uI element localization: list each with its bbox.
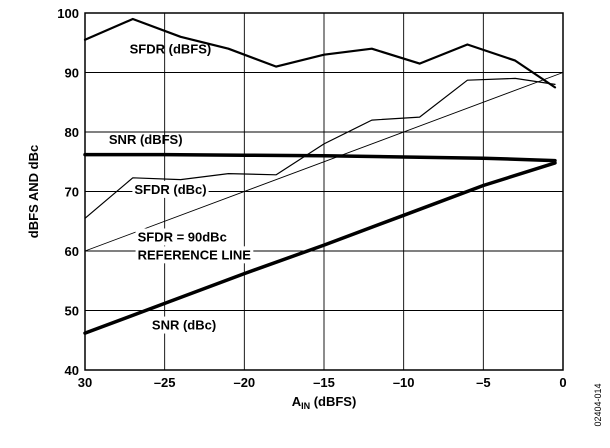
series-line-0 [83,17,557,89]
series-line-4 [84,72,564,252]
snr-dbc-label-bg [149,316,219,334]
sfdr-dbc-label-bg [132,180,209,198]
series-line-1 [84,77,556,219]
x-tick-label: –15 [313,375,335,390]
sfdr-ref-label-line2-bg [135,246,254,264]
y-tick-label: 80 [65,125,79,140]
x-tick-label: 30 [78,375,92,390]
snr-dbc-label: SNR (dBc) [152,318,216,333]
snr-dbfs-label: SNR (dBFS) [109,132,183,147]
x-tick-labels: 30 –25 –20 –15 –10 –5 0 [78,375,567,390]
y-tick-label: 60 [65,244,79,259]
x-axis-title-main: A [292,394,302,409]
figure-id: 02404-014 [593,383,603,426]
x-tick-label: –10 [393,375,415,390]
series-line-2 [83,152,557,163]
x-tick-label: 0 [559,375,566,390]
sfdr-dbc-label: SFDR (dBc) [134,182,206,197]
y-tick-labels: 40 50 60 70 80 90 100 [57,6,79,378]
x-tick-label: –20 [233,375,255,390]
series-group [83,17,564,335]
sfdr-ref-label-line1: SFDR = 90dBc [138,229,227,244]
sfdr-ref-label-line2: REFERENCE LINE [138,247,252,262]
x-axis-title-sub: IN [301,401,310,411]
series-line-3 [83,161,557,335]
y-tick-label: 50 [65,304,79,319]
x-axis-title-rest: (dBFS) [310,394,356,409]
sfdr-dbfs-label: SFDR (dBFS) [130,41,212,56]
y-tick-label: 100 [57,6,79,21]
y-tick-label: 40 [65,363,79,378]
plot-frame [84,12,564,371]
y-tick-label: 70 [65,185,79,200]
x-tick-label: –5 [476,375,490,390]
annotation-group: SFDR (dBFS) SNR (dBFS) SFDR (dBc) SFDR = 90… [109,41,254,334]
y-tick-label: 90 [65,66,79,81]
x-tick-label: –25 [154,375,176,390]
sfdr-ref-label-line1-bg [135,228,229,246]
y-axis-title: dBFS AND dBc [26,145,41,238]
x-axis-title: AIN (dBFS) [292,394,357,411]
